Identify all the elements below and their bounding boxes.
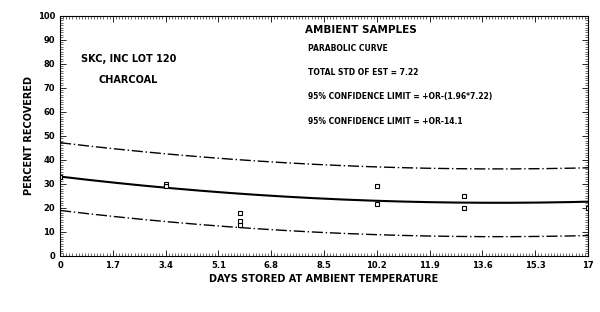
- Y-axis label: PERCENT RECOVERED: PERCENT RECOVERED: [23, 76, 34, 195]
- Text: 95% CONFIDENCE LIMIT = +OR-(1.96*7.22): 95% CONFIDENCE LIMIT = +OR-(1.96*7.22): [308, 92, 493, 101]
- Text: CHARCOAL: CHARCOAL: [99, 76, 158, 85]
- Text: AMBIENT SAMPLES: AMBIENT SAMPLES: [305, 25, 417, 35]
- Text: 95% CONFIDENCE LIMIT = +OR-14.1: 95% CONFIDENCE LIMIT = +OR-14.1: [308, 116, 463, 125]
- Text: TOTAL STD OF EST = 7.22: TOTAL STD OF EST = 7.22: [308, 68, 419, 77]
- Text: PARABOLIC CURVE: PARABOLIC CURVE: [308, 44, 388, 53]
- X-axis label: DAYS STORED AT AMBIENT TEMPERATURE: DAYS STORED AT AMBIENT TEMPERATURE: [209, 274, 439, 284]
- Text: SKC, INC LOT 120: SKC, INC LOT 120: [81, 54, 176, 64]
